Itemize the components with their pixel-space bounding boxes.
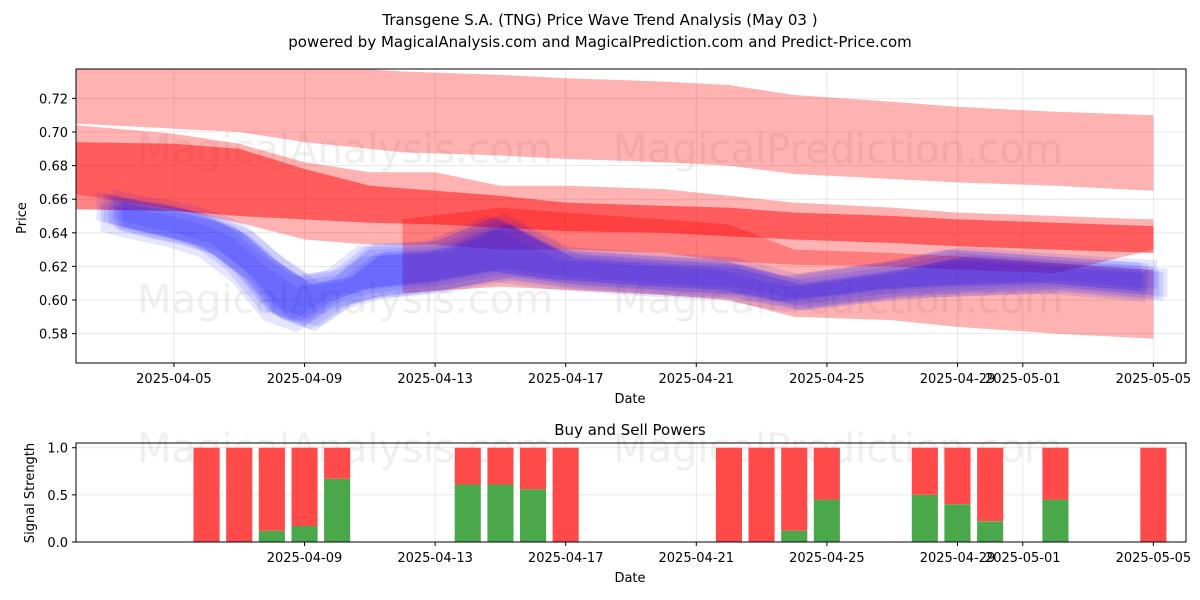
price-plot-frame — [75, 68, 1187, 364]
sell-bar — [1140, 447, 1167, 542]
price-wave-layer — [122, 197, 1168, 328]
sell-bar — [813, 447, 840, 500]
prediction-band — [76, 69, 1154, 191]
price-x-tick-label: 2025-05-01 — [985, 372, 1061, 387]
price-y-tick-label: 0.62 — [39, 260, 68, 275]
signal-x-ticks: 2025-04-09 2025-04-13 2025-04-17 2025-04-21… — [267, 542, 1191, 566]
price-wave-layer — [96, 191, 1142, 322]
sell-bar — [193, 447, 220, 542]
price-x-tick-label: 2025-04-25 — [789, 372, 865, 387]
signal-y-tick-label: 0.5 — [47, 489, 68, 504]
price-y-tick-label: 0.70 — [39, 126, 68, 141]
buy-bar — [813, 499, 840, 542]
price-wave-layer — [100, 202, 1146, 333]
buy-bar — [781, 530, 808, 542]
buy-bar — [454, 484, 481, 542]
sell-bar — [226, 447, 253, 542]
price-x-tick-label: 2025-04-29 — [920, 372, 996, 387]
price-x-label: Date — [614, 392, 645, 407]
sell-bar — [1042, 447, 1069, 500]
sell-bar — [258, 447, 285, 531]
price-wave-layer — [114, 199, 1160, 330]
price-x-tick-label: 2025-04-09 — [267, 372, 343, 387]
signal-y-tick-label: 0.0 — [47, 536, 68, 551]
price-y-tick-label: 0.68 — [39, 160, 68, 175]
signal-x-tick-label: 2025-04-25 — [789, 551, 865, 566]
sell-bar — [291, 447, 318, 526]
sell-bar — [487, 447, 514, 485]
sell-bar — [552, 447, 579, 542]
prediction-band — [402, 207, 1154, 339]
price-wave-layer — [103, 192, 1149, 323]
buy-bar — [324, 478, 351, 542]
price-wave-layer — [108, 195, 1154, 326]
price-x-tick-label: 2025-04-05 — [136, 372, 212, 387]
signal-x-tick-label: 2025-05-01 — [985, 551, 1061, 566]
buy-bar — [911, 494, 938, 542]
price-y-ticks: 0.58 0.60 0.62 0.64 0.66 0.68 0.70 0.72 — [39, 92, 76, 343]
watermark-analysis: MagicalAnalysis.com — [137, 127, 553, 173]
buy-bar — [977, 521, 1004, 542]
sell-bar — [944, 447, 971, 505]
prediction-band-core — [76, 142, 1154, 253]
watermark-prediction-lower: MagicalPrediction.com — [613, 277, 1063, 323]
price-y-tick-label: 0.72 — [39, 92, 68, 107]
sell-bar — [977, 447, 1004, 522]
buy-bar — [258, 530, 285, 542]
signal-y-tick-label: 1.0 — [47, 442, 68, 457]
price-x-tick-label: 2025-04-21 — [659, 372, 735, 387]
sell-bar — [454, 447, 481, 485]
signal-x-tick-label: 2025-04-09 — [267, 551, 343, 566]
price-chart: MagicalAnalysis.com MagicalPrediction.co… — [15, 68, 1191, 407]
prediction-band — [76, 125, 1154, 274]
price-wave — [96, 189, 1168, 333]
buy-bar — [291, 526, 318, 542]
signal-x-tick-label: 2025-04-29 — [920, 551, 996, 566]
watermark-prediction: MagicalPrediction.com — [613, 127, 1063, 173]
watermark-analysis-lower: MagicalAnalysis.com — [137, 277, 553, 323]
sell-bar — [715, 447, 742, 542]
price-x-tick-label: 2025-04-13 — [397, 372, 473, 387]
buy-bar — [944, 504, 971, 542]
signal-x-tick-label: 2025-05-05 — [1116, 551, 1192, 566]
sell-bar — [520, 447, 547, 490]
signal-chart: Buy and Sell Powers MagicalAnalysis.com … — [23, 421, 1191, 586]
price-y-tick-label: 0.66 — [39, 193, 68, 208]
price-y-tick-label: 0.60 — [39, 294, 68, 309]
prediction-bands — [76, 69, 1154, 339]
price-x-tick-label: 2025-04-17 — [528, 372, 604, 387]
prediction-band — [76, 142, 1154, 253]
price-wave-layer — [118, 201, 1164, 332]
signal-chart-title: Buy and Sell Powers — [554, 421, 706, 439]
price-y-tick-label: 0.58 — [39, 328, 68, 343]
signal-x-tick-label: 2025-04-21 — [659, 551, 735, 566]
signal-x-tick-label: 2025-04-17 — [528, 551, 604, 566]
price-x-tick-label: 2025-05-05 — [1116, 372, 1192, 387]
buy-bar — [520, 489, 547, 542]
signal-y-label: Signal Strength — [23, 443, 38, 543]
buy-bar — [487, 484, 514, 542]
sell-bar — [911, 447, 938, 495]
price-grid — [76, 69, 1186, 363]
price-y-tick-label: 0.64 — [39, 227, 68, 242]
price-y-label: Price — [15, 202, 30, 234]
sell-bar — [748, 447, 775, 542]
signal-plot-frame — [75, 442, 1187, 543]
buy-bar — [1042, 499, 1069, 542]
signal-bars — [193, 447, 1167, 542]
sell-bar — [781, 447, 808, 531]
price-x-ticks: 2025-04-05 2025-04-09 2025-04-13 2025-04-17… — [136, 363, 1191, 387]
signal-x-label: Date — [614, 571, 645, 586]
sell-bar — [324, 447, 351, 479]
main-chart-subtitle: powered by MagicalAnalysis.com and Magic… — [288, 33, 912, 51]
signal-x-tick-label: 2025-04-13 — [397, 551, 473, 566]
price-wave-layer — [112, 189, 1158, 320]
main-chart-title: Transgene S.A. (TNG) Price Wave Trend An… — [381, 11, 817, 29]
signal-y-ticks: 0.0 0.5 1.0 — [47, 442, 76, 551]
